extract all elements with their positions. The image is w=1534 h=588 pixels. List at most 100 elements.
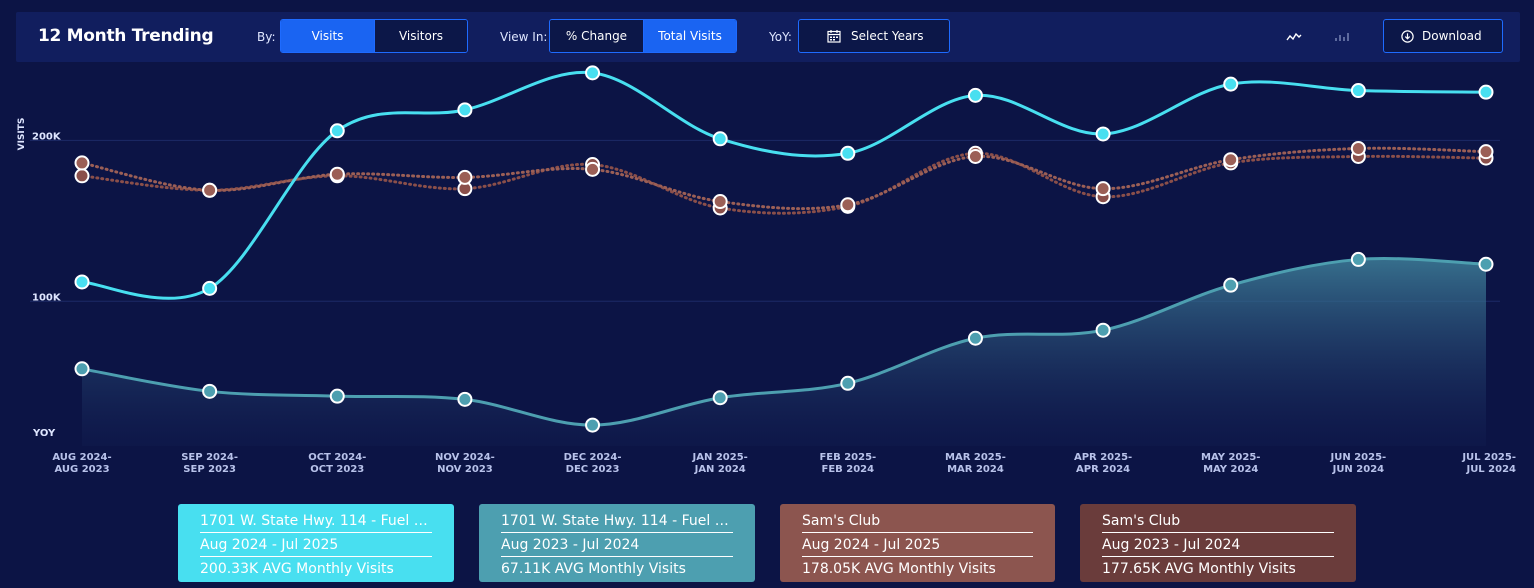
- legend-series-period: Aug 2024 - Jul 2025: [802, 534, 1033, 557]
- series-line: [80, 151, 1488, 215]
- x-tick-label: JUN 2025-: [1330, 452, 1387, 463]
- x-tick-label: JUN 2024: [1332, 464, 1385, 475]
- data-point: [712, 131, 728, 147]
- y-axis-label: VISITS: [17, 118, 27, 151]
- view-in-toggle: % Change Total Visits: [549, 19, 737, 53]
- line-chart-icon[interactable]: [1286, 28, 1302, 47]
- download-icon: [1401, 29, 1414, 43]
- data-point: [457, 391, 473, 407]
- legend-series-summary: 177.65K AVG Monthly Visits: [1102, 561, 1296, 577]
- series-area: [82, 258, 1486, 446]
- percent-change-button[interactable]: % Change: [550, 20, 643, 52]
- legend-item-sams-2023-2024[interactable]: Sam's Club Aug 2023 - Jul 2024 177.65K A…: [1080, 504, 1356, 582]
- legend-series-period: Aug 2023 - Jul 2024: [1102, 534, 1334, 557]
- data-point: [202, 182, 218, 198]
- data-point: [74, 361, 90, 377]
- by-visits-button[interactable]: Visits: [281, 20, 374, 52]
- by-toggle: Visits Visitors: [280, 19, 468, 53]
- data-point: [1095, 126, 1111, 142]
- data-point: [1478, 144, 1494, 160]
- chart-title: 12 Month Trending: [38, 26, 214, 46]
- data-point: [840, 197, 856, 213]
- x-tick-label: JUL 2024: [1465, 464, 1516, 475]
- data-point: [585, 161, 601, 177]
- x-tick-label: JUL 2025-: [1461, 452, 1516, 463]
- data-point: [74, 274, 90, 290]
- legend-item-fuel-2023-2024[interactable]: 1701 W. State Hwy. 114 - Fuel St... Aug …: [479, 504, 755, 582]
- by-visitors-button[interactable]: Visitors: [374, 20, 467, 52]
- data-point: [329, 388, 345, 404]
- data-point: [1478, 256, 1494, 272]
- data-point: [457, 102, 473, 118]
- select-years-label: Select Years: [851, 29, 924, 43]
- x-tick-label: MAR 2024: [947, 464, 1004, 475]
- select-years-button[interactable]: Select Years: [798, 19, 950, 53]
- x-tick-label: SEP 2023: [183, 464, 236, 475]
- legend-item-fuel-2024-2025[interactable]: 1701 W. State Hwy. 114 - Fuel St... Aug …: [178, 504, 454, 582]
- x-tick-label: MAY 2024: [1203, 464, 1258, 475]
- chart-header: 12 Month Trending By: Visits Visitors Vi…: [16, 12, 1520, 62]
- x-tick-label: AUG 2024-: [52, 452, 111, 463]
- data-point: [712, 390, 728, 406]
- data-point: [1478, 84, 1494, 100]
- x-tick-label: FEB 2024: [822, 464, 875, 475]
- data-point: [329, 123, 345, 139]
- data-point: [712, 194, 728, 210]
- legend-series-period: Aug 2023 - Jul 2024: [501, 534, 733, 557]
- data-point: [1350, 251, 1366, 267]
- view-in-label: View In:: [500, 30, 548, 44]
- data-point: [585, 65, 601, 81]
- data-point: [967, 149, 983, 164]
- legend-series-name: 1701 W. State Hwy. 114 - Fuel St...: [200, 510, 432, 533]
- legend-series-summary: 178.05K AVG Monthly Visits: [802, 561, 996, 577]
- x-tick-label: APR 2025-: [1074, 452, 1132, 463]
- data-point: [1095, 322, 1111, 338]
- data-point: [840, 145, 856, 161]
- legend-item-sams-2024-2025[interactable]: Sam's Club Aug 2024 - Jul 2025 178.05K A…: [780, 504, 1055, 582]
- data-point: [1223, 277, 1239, 293]
- x-tick-label: SEP 2024-: [181, 452, 238, 463]
- data-point: [202, 383, 218, 399]
- data-point: [1095, 181, 1111, 197]
- x-tick-label: NOV 2024-: [435, 452, 495, 463]
- legend-series-name: Sam's Club: [802, 510, 1033, 533]
- legend-series-summary: 67.11K AVG Monthly Visits: [501, 561, 686, 577]
- legend-series-name: Sam's Club: [1102, 510, 1334, 533]
- y-tick-label: 100K: [32, 292, 62, 303]
- download-button[interactable]: Download: [1383, 19, 1503, 53]
- legend-series-period: Aug 2024 - Jul 2025: [200, 534, 432, 557]
- x-tick-label: OCT 2024-: [308, 452, 366, 463]
- total-visits-button[interactable]: Total Visits: [643, 20, 736, 52]
- data-point: [1223, 152, 1239, 168]
- data-point: [1350, 83, 1366, 99]
- data-point: [202, 280, 218, 296]
- line-chart: VISITS YOY 100K 200K AUG 2024-AUG 2023 SEP…: [17, 65, 1516, 475]
- data-point: [329, 166, 345, 182]
- data-point: [585, 417, 601, 433]
- by-label: By:: [257, 30, 276, 44]
- x-tick-label: MAR 2025-: [945, 452, 1006, 463]
- calendar-icon: [827, 29, 841, 43]
- x-tick-label: MAY 2025-: [1201, 452, 1260, 463]
- x-tick-label: APR 2024: [1076, 464, 1130, 475]
- data-point: [1350, 140, 1366, 156]
- y-tick-label: 200K: [32, 131, 62, 142]
- legend-series-summary: 200.33K AVG Monthly Visits: [200, 561, 394, 577]
- x-tick-label: AUG 2023: [54, 464, 109, 475]
- data-point: [967, 330, 983, 346]
- bar-chart-icon[interactable]: [1334, 27, 1350, 46]
- data-point: [967, 87, 983, 103]
- data-point: [1223, 76, 1239, 92]
- yoy-axis-label: YOY: [32, 428, 56, 439]
- x-tick-label: FEB 2025-: [819, 452, 876, 463]
- x-tick-label: OCT 2023: [310, 464, 364, 475]
- series-line: [80, 146, 1488, 211]
- download-label: Download: [1422, 29, 1482, 43]
- data-point: [457, 169, 473, 185]
- series-line: [80, 257, 1488, 427]
- x-tick-label: DEC 2024-: [564, 452, 622, 463]
- data-point: [840, 375, 856, 391]
- series-line: [80, 70, 1488, 300]
- x-tick-label: NOV 2023: [437, 464, 493, 475]
- data-point: [74, 155, 90, 171]
